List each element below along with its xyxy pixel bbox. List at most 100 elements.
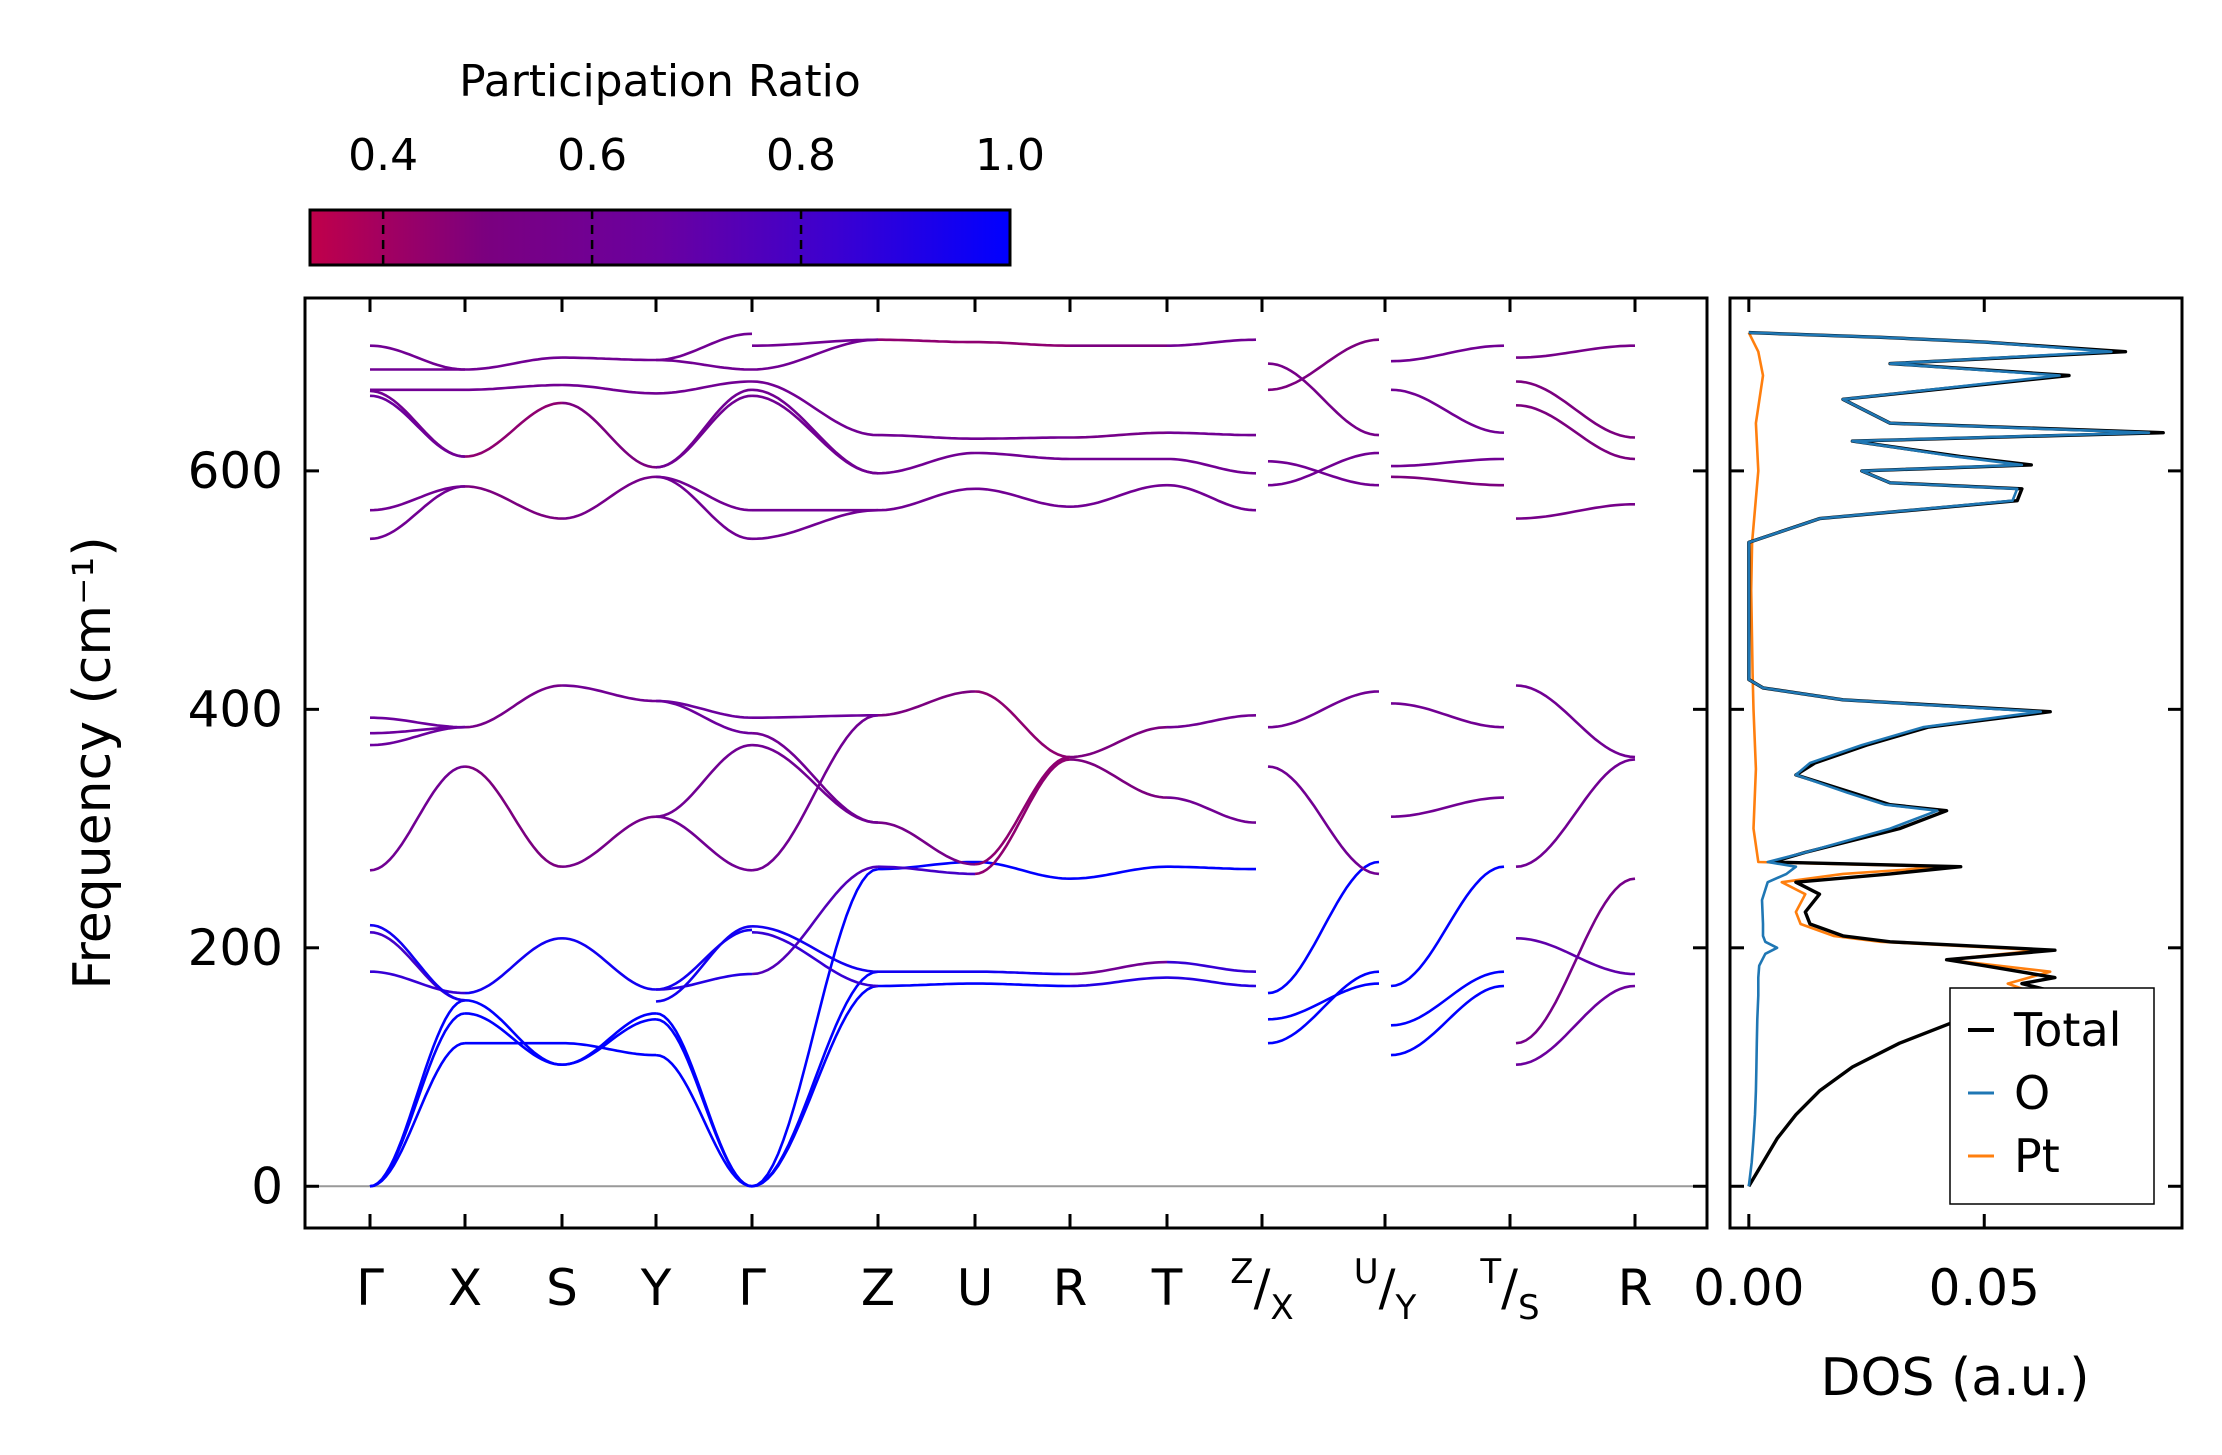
band-line [975, 860, 1071, 880]
x-tick-label-combined: Z/X [1230, 1252, 1293, 1328]
band-line [655, 475, 753, 541]
band-line [561, 815, 657, 868]
band-line [1267, 690, 1380, 729]
band-line [752, 338, 879, 347]
band-line [655, 815, 753, 872]
dos-x-ticks: 0.00 0.05 [1693, 298, 2040, 1317]
band-line [751, 508, 879, 541]
band-line [655, 388, 753, 469]
band-line [751, 731, 879, 824]
band-line [1515, 937, 1636, 976]
y-tick-label: 200 [188, 919, 283, 977]
band-line [975, 487, 1071, 508]
band-line [562, 1041, 656, 1057]
band-line [1167, 431, 1256, 437]
colorbar-gradient [308, 208, 1012, 267]
band-line [1515, 380, 1636, 439]
band-line [655, 475, 753, 512]
band-line [464, 937, 563, 995]
band-line [369, 389, 466, 458]
band-line [878, 982, 975, 988]
band-line [655, 380, 752, 395]
band-line [562, 356, 656, 362]
band-line [877, 487, 976, 512]
dos-x-tick-label: 0.00 [1693, 1259, 1804, 1317]
x-tick-label: Γ [738, 1259, 766, 1317]
band-line [1267, 765, 1380, 876]
band-line [1515, 984, 1636, 1066]
band-line [1167, 714, 1257, 729]
band-structure-panel: 0 200 400 600 Γ X S Y Γ Z U R T Z/X U/Y T/S R Frequency… [63, 296, 1709, 1328]
x-tick-label: U [957, 1259, 994, 1317]
band-line [752, 714, 878, 719]
band-line [655, 1053, 753, 1188]
band-line [561, 684, 657, 703]
band-line [1069, 865, 1168, 880]
band-line [877, 690, 976, 717]
band-line [1515, 758, 1636, 868]
legend-label: Pt [2014, 1129, 2060, 1183]
band-line [877, 865, 975, 876]
band-line [751, 984, 879, 1188]
band-line [561, 401, 657, 469]
dos-legend: Total O Pt [1949, 987, 2155, 1205]
band-line [1515, 404, 1636, 461]
band-line [369, 485, 466, 541]
band-line [561, 937, 657, 991]
dos-x-tick-label: 0.05 [1929, 1259, 2040, 1317]
band-line [369, 485, 466, 512]
band-line [655, 743, 753, 818]
band-line [655, 1012, 753, 1188]
band-line [751, 380, 879, 437]
band-line [1166, 960, 1257, 973]
band-lines [305, 332, 1707, 1188]
band-line [1166, 796, 1257, 824]
band-line [1390, 970, 1505, 1027]
band-line [464, 485, 563, 520]
band-line [878, 338, 975, 344]
colorbar-ticks: 0.4 0.6 0.8 1.0 [348, 130, 1045, 265]
band-line [369, 999, 466, 1188]
legend-label: Total [2013, 1003, 2121, 1057]
band-line [1069, 725, 1168, 759]
x-tick-label: Y [640, 1259, 672, 1317]
band-line [1267, 451, 1380, 487]
band-line [1167, 457, 1257, 475]
band-line [1390, 475, 1504, 487]
band-axes-frame [303, 296, 1709, 1230]
band-line [751, 925, 879, 973]
band-line [1515, 503, 1635, 520]
band-line [464, 999, 563, 1066]
band-line [656, 972, 753, 991]
band-line [1069, 758, 1168, 799]
y-tick-label: 600 [188, 442, 283, 500]
x-axis-title-dos: DOS (a.u.) [1821, 1348, 2090, 1408]
y-tick-label: 0 [251, 1157, 283, 1215]
band-line [1390, 865, 1505, 988]
x-tick-label: R [1053, 1259, 1088, 1317]
x-tick-label: T [1151, 1259, 1183, 1317]
band-line [370, 716, 465, 729]
band-line [751, 714, 879, 872]
band-line [1390, 388, 1505, 434]
band-line [1267, 860, 1380, 995]
band-line [975, 451, 1071, 461]
band-line [1070, 960, 1168, 976]
band-line [655, 925, 753, 1003]
band-line [1267, 970, 1380, 1045]
band-line [1267, 982, 1380, 1021]
band-line [975, 340, 1070, 347]
band-line [369, 344, 466, 371]
band-line [1267, 362, 1380, 437]
band-line [974, 758, 1071, 876]
band-line [1390, 984, 1505, 1057]
band-line [975, 982, 1070, 988]
x-tick-label: X [448, 1259, 482, 1317]
colorbar-tick-label: 0.6 [557, 130, 627, 181]
band-line [751, 338, 879, 371]
band-line [975, 436, 1070, 440]
colorbar-tick-label: 0.4 [348, 130, 418, 181]
band-line [1166, 976, 1257, 988]
x-tick-label: S [546, 1259, 578, 1317]
colorbar-title: Participation Ratio [459, 56, 861, 107]
